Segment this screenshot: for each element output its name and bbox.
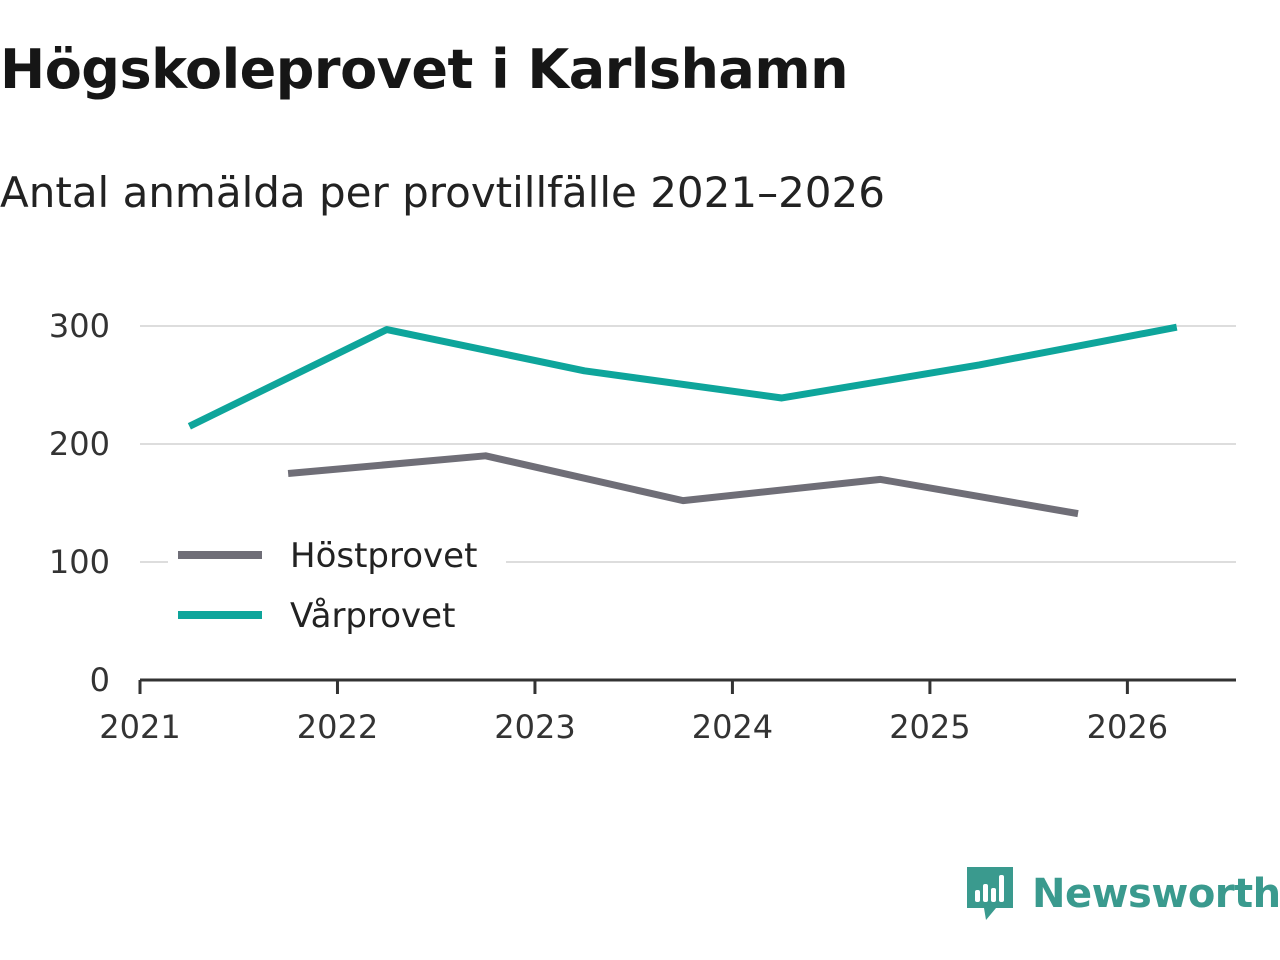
- y-tick-label-300: 300: [49, 307, 110, 345]
- data-point-0-4: [1078, 513, 1079, 514]
- data-point-1-0: [189, 426, 190, 427]
- series-line-varprovet: [187, 323, 1178, 430]
- x-tick-label-2023: 2023: [494, 708, 575, 746]
- legend-label-1: Vårprovet: [290, 596, 455, 636]
- y-tick-label-0: 0: [90, 661, 110, 699]
- x-tick-label-2021: 2021: [99, 708, 180, 746]
- brand-name: Newsworthy: [1032, 871, 1280, 917]
- data-point-0-3: [880, 479, 881, 480]
- data-point-1-2: [584, 370, 585, 371]
- chart-title: Högskoleprovet i Karlshamn: [0, 38, 849, 101]
- data-point-1-5: [1176, 327, 1177, 328]
- x-tick-label-2024: 2024: [692, 708, 773, 746]
- x-tick-label-2026: 2026: [1087, 708, 1168, 746]
- y-tick-label-200: 200: [49, 425, 110, 463]
- data-point-1-4: [979, 364, 980, 365]
- x-tick-label-2022: 2022: [297, 708, 378, 746]
- data-point-0-1: [485, 455, 486, 456]
- chart-subtitle: Antal anmälda per provtillfälle 2021–202…: [0, 168, 885, 217]
- x-tick-label-2025: 2025: [889, 708, 970, 746]
- newsworthy-icon: [967, 867, 1013, 920]
- legend-box: [168, 522, 506, 650]
- data-point-0-2: [683, 500, 684, 501]
- series-line-hostprovet: [287, 452, 1079, 518]
- data-point-0-0: [288, 473, 289, 474]
- newsworthy-logo: Newsworthy: [964, 864, 1280, 924]
- y-tick-label-100: 100: [49, 543, 110, 581]
- data-point-1-1: [386, 329, 387, 330]
- legend-label-0: Höstprovet: [290, 536, 477, 576]
- data-point-1-3: [781, 397, 782, 398]
